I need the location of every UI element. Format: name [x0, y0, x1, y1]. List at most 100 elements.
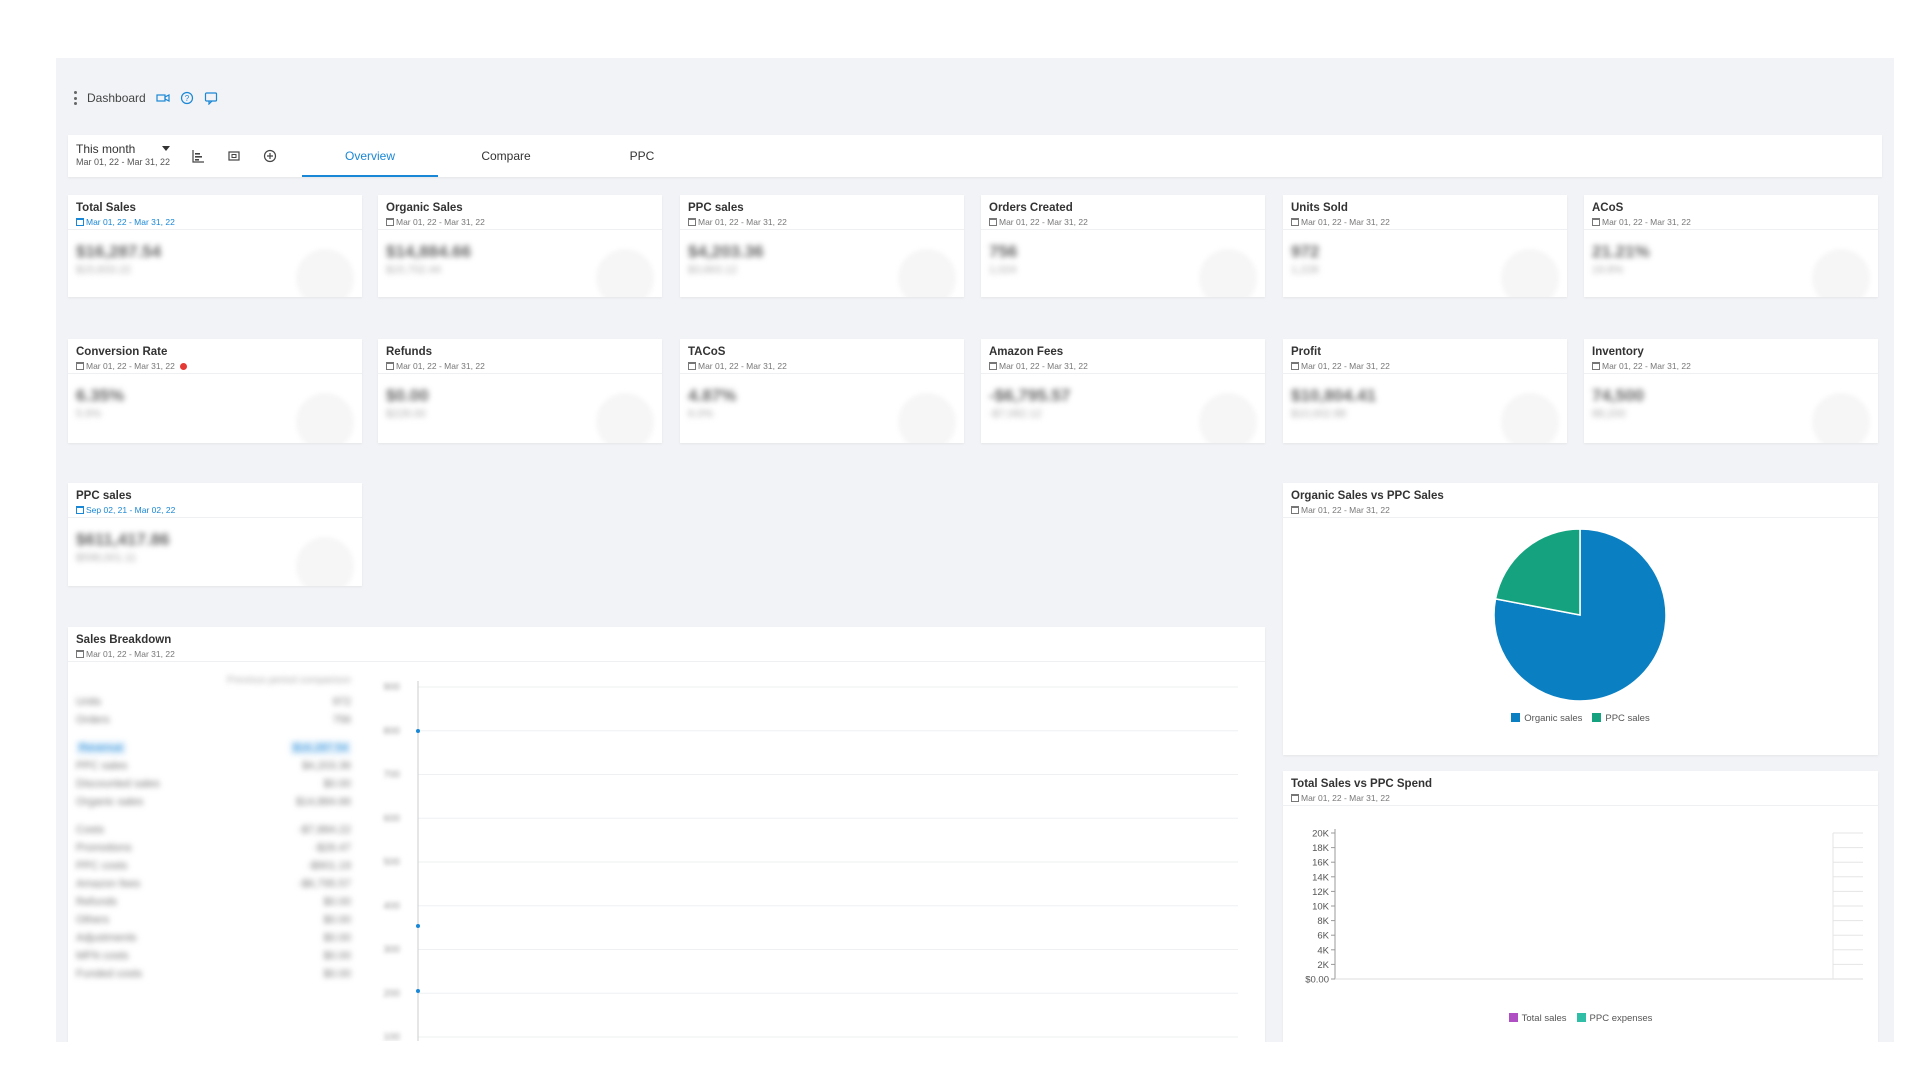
card-title: Inventory — [1592, 346, 1644, 358]
metric-card-acos[interactable]: ACoS Mar 01, 22 - Mar 31, 22 21.21% 19.8% — [1584, 195, 1878, 297]
card-title: Amazon Fees — [989, 346, 1064, 358]
chart-title: Total Sales vs PPC Spend — [1291, 778, 1433, 790]
period-selector[interactable]: This month Mar 01, 22 - Mar 31, 22 — [68, 135, 180, 177]
pie-slice-organic-sales[interactable] — [1493, 528, 1667, 702]
metric-card-conversion-rate[interactable]: Conversion Rate Mar 01, 22 - Mar 31, 22 6… — [68, 339, 362, 443]
card-title: Units Sold — [1291, 202, 1348, 214]
breakdown-label: PPC costs — [76, 860, 128, 872]
metric-value: 972 — [1291, 242, 1320, 261]
calendar-icon — [1291, 506, 1299, 514]
sparkline-circle — [898, 249, 956, 297]
metric-card-refunds[interactable]: Refunds Mar 01, 22 - Mar 31, 22 $0.00 $22… — [378, 339, 662, 443]
period-range: Mar 01, 22 - Mar 31, 22 — [76, 157, 171, 167]
metric-previous-value: 88,200 — [1592, 408, 1626, 420]
calendar-icon[interactable] — [216, 135, 252, 177]
card-date: Mar 01, 22 - Mar 31, 22 — [688, 361, 956, 371]
chat-icon[interactable] — [204, 91, 218, 105]
metric-value: 6.35% — [76, 386, 125, 405]
breakdown-value: $4,203.36 — [302, 760, 351, 772]
y-tick-label: 900 — [383, 682, 400, 693]
breakdown-value: $0.00 — [323, 968, 351, 980]
metric-card-organic-sales[interactable]: Organic Sales Mar 01, 22 - Mar 31, 22 $14… — [378, 195, 662, 297]
breakdown-label: Funded costs — [76, 968, 143, 980]
breakdown-row: Amazon fees -$6,795.57 — [76, 875, 351, 893]
tab-overview[interactable]: Overview — [302, 135, 438, 177]
breakdown-value: -$901.19 — [307, 860, 351, 872]
metric-card-amazon-fees[interactable]: Amazon Fees Mar 01, 22 - Mar 31, 22 -$6,7… — [981, 339, 1265, 443]
card-title: ACoS — [1592, 202, 1624, 214]
metric-card-units-sold[interactable]: Units Sold Mar 01, 22 - Mar 31, 22 972 1,… — [1283, 195, 1567, 297]
y-tick-label: 2K — [1317, 960, 1329, 971]
metric-value: $16,287.54 — [76, 242, 162, 261]
legend-item-ppc-sales[interactable]: PPC sales — [1592, 713, 1650, 724]
legend-item-ppc-expenses[interactable]: PPC expenses — [1576, 1013, 1652, 1024]
card-date: Mar 01, 22 - Mar 31, 22 — [386, 217, 654, 227]
data-point[interactable] — [416, 729, 420, 733]
card-date: Mar 01, 22 - Mar 31, 22 — [989, 217, 1257, 227]
bar-chart-icon[interactable] — [180, 135, 216, 177]
breakdown-label: Others — [76, 914, 110, 926]
metric-card-inventory[interactable]: Inventory Mar 01, 22 - Mar 31, 22 74,500 … — [1584, 339, 1878, 443]
legend-item-organic-sales[interactable]: Organic sales — [1511, 713, 1582, 724]
metric-card-orders-created[interactable]: Orders Created Mar 01, 22 - Mar 31, 22 75… — [981, 195, 1265, 297]
dashboard-toolbar: This month Mar 01, 22 - Mar 31, 22 Overv… — [68, 135, 1882, 177]
breakdown-row: PPC sales $4,203.36 — [76, 757, 351, 775]
sparkline-circle — [1501, 249, 1559, 297]
help-icon[interactable]: ? — [180, 91, 194, 105]
breakdown-row: MFN costs $0.00 — [76, 947, 351, 965]
tab-ppc[interactable]: PPC — [629, 149, 655, 163]
data-point[interactable] — [416, 924, 420, 928]
breakdown-row: Costs -$7,884.22 — [76, 821, 351, 839]
card-title: PPC sales — [688, 202, 744, 214]
metric-card-tacos[interactable]: TACoS Mar 01, 22 - Mar 31, 22 4.87% 6.0% — [680, 339, 964, 443]
y-tick-label: $0.00 — [1305, 975, 1329, 986]
metric-card-ppc-sales[interactable]: PPC sales Mar 01, 22 - Mar 31, 22 $4,203.… — [680, 195, 964, 297]
card-date: Mar 01, 22 - Mar 31, 22 — [1291, 361, 1559, 371]
legend-swatch — [1508, 1013, 1518, 1022]
card-date: Mar 01, 22 - Mar 31, 22 — [76, 361, 354, 371]
metric-card-total-sales[interactable]: Total Sales Mar 01, 22 - Mar 31, 22 $16,2… — [68, 195, 362, 297]
legend-swatch — [1576, 1013, 1586, 1022]
breakdown-label: PPC sales — [76, 760, 128, 772]
card-title: PPC sales — [76, 490, 132, 502]
y-tick-label: 100 — [383, 1032, 400, 1041]
y-tick-label: 800 — [383, 726, 400, 737]
alert-dot-icon — [179, 362, 187, 370]
card-title: Refunds — [386, 346, 432, 358]
video-icon[interactable] — [156, 91, 170, 105]
plus-circle-icon[interactable] — [252, 135, 288, 177]
metric-card-profit[interactable]: Profit Mar 01, 22 - Mar 31, 22 $10,804.41… — [1283, 339, 1567, 443]
legend-item-total-sales[interactable]: Total sales — [1508, 1013, 1567, 1024]
metric-value: $611,417.86 — [76, 530, 170, 549]
breakdown-value: $0.00 — [323, 896, 351, 908]
card-date: Sep 02, 21 - Mar 02, 22 — [76, 505, 354, 515]
chart-organic-vs-ppc: Organic Sales vs PPC Sales Mar 01, 22 - M… — [1283, 483, 1878, 755]
chart-total-sales-vs-ppc-spend: Total Sales vs PPC Spend Mar 01, 22 - Mar… — [1283, 771, 1878, 1042]
pie-chart — [1493, 528, 1667, 702]
breakdown-label: Revenue — [76, 741, 127, 755]
card-date: Mar 01, 22 - Mar 31, 22 — [1291, 217, 1559, 227]
metric-previous-value: $10,002.88 — [1291, 408, 1347, 420]
pie-slice-ppc-sales[interactable] — [1494, 528, 1581, 616]
panel-title: Sales Breakdown — [76, 634, 172, 646]
metric-card-ppc-sales-6-months[interactable]: PPC sales Sep 02, 21 - Mar 02, 22 $611,41… — [68, 483, 362, 586]
metric-previous-value: $15,833.22 — [76, 264, 132, 276]
breakdown-label: Units — [76, 696, 102, 708]
calendar-icon — [989, 218, 997, 226]
sparkline-circle — [1501, 393, 1559, 443]
period-label: This month — [76, 142, 136, 156]
calendar-icon — [1592, 218, 1600, 226]
y-tick-label: 200 — [383, 988, 400, 999]
sparkline-circle — [296, 393, 354, 443]
y-tick-label: 10K — [1312, 902, 1330, 913]
breakdown-label: Discounted sales — [76, 778, 160, 790]
y-tick-label: 400 — [383, 901, 400, 912]
breakdown-row: Promotions -$26.47 — [76, 839, 351, 857]
calendar-icon — [1592, 362, 1600, 370]
card-title: Orders Created — [989, 202, 1073, 214]
drag-handle-icon[interactable] — [74, 91, 77, 105]
y-tick-label: 8K — [1317, 916, 1329, 927]
data-point[interactable] — [416, 989, 420, 993]
breakdown-row: Refunds $0.00 — [76, 893, 351, 911]
tab-compare[interactable]: Compare — [481, 149, 531, 163]
